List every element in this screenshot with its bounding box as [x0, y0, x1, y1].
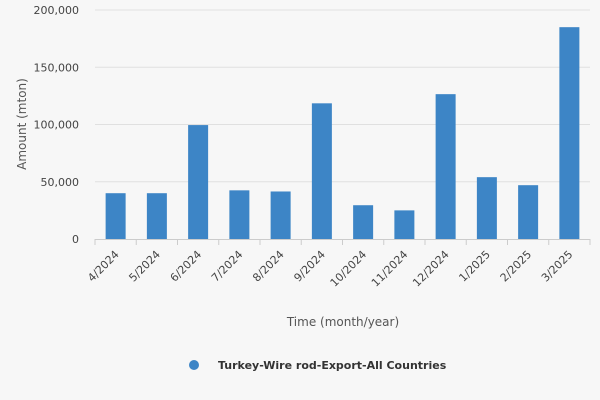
- bar[interactable]: [188, 125, 209, 239]
- x-tick-label: 9/2024: [291, 248, 328, 285]
- bar[interactable]: [311, 103, 332, 239]
- bar[interactable]: [105, 193, 126, 239]
- y-axis-title: Amount (mton): [15, 78, 29, 170]
- x-tick-label: 2/2025: [498, 248, 535, 285]
- x-tick-label: 11/2024: [369, 248, 411, 290]
- bar[interactable]: [559, 27, 580, 239]
- x-tick-label: 3/2025: [539, 248, 576, 285]
- bar[interactable]: [435, 94, 456, 239]
- bar[interactable]: [229, 190, 250, 239]
- bar[interactable]: [476, 177, 497, 239]
- x-tick-label: 7/2024: [209, 248, 246, 285]
- y-tick-label: 50,000: [41, 176, 80, 189]
- bars: [105, 27, 580, 239]
- y-tick-label: 0: [72, 233, 79, 246]
- y-tick-label: 150,000: [34, 61, 80, 74]
- bar[interactable]: [353, 205, 374, 239]
- legend-label: Turkey-Wire rod-Export-All Countries: [218, 359, 447, 372]
- axes: [94, 239, 591, 245]
- bar[interactable]: [394, 210, 415, 239]
- x-tick-label: 6/2024: [168, 248, 205, 285]
- bar[interactable]: [270, 191, 291, 239]
- bar[interactable]: [518, 185, 539, 239]
- legend-marker-icon: [189, 360, 199, 370]
- x-tick-label: 4/2024: [85, 248, 122, 285]
- bar[interactable]: [146, 193, 167, 239]
- x-tick-label: 5/2024: [126, 248, 163, 285]
- grid-lines: [95, 9, 590, 183]
- y-tick-label: 200,000: [34, 4, 80, 17]
- x-tick-labels: 4/2024 5/2024 6/2024 7/2024 8/2024 9/2024 10/2…: [85, 248, 575, 290]
- x-tick-label: 12/2024: [410, 248, 452, 290]
- x-tick-label: 1/2025: [456, 248, 493, 285]
- x-tick-label: 8/2024: [250, 248, 287, 285]
- legend[interactable]: Turkey-Wire rod-Export-All Countries: [189, 359, 447, 372]
- x-tick-label: 10/2024: [328, 248, 370, 290]
- y-tick-label: 100,000: [34, 119, 80, 132]
- y-tick-labels: 0 50,000 100,000 150,000 200,000: [34, 4, 80, 246]
- x-axis-title: Time (month/year): [286, 315, 399, 329]
